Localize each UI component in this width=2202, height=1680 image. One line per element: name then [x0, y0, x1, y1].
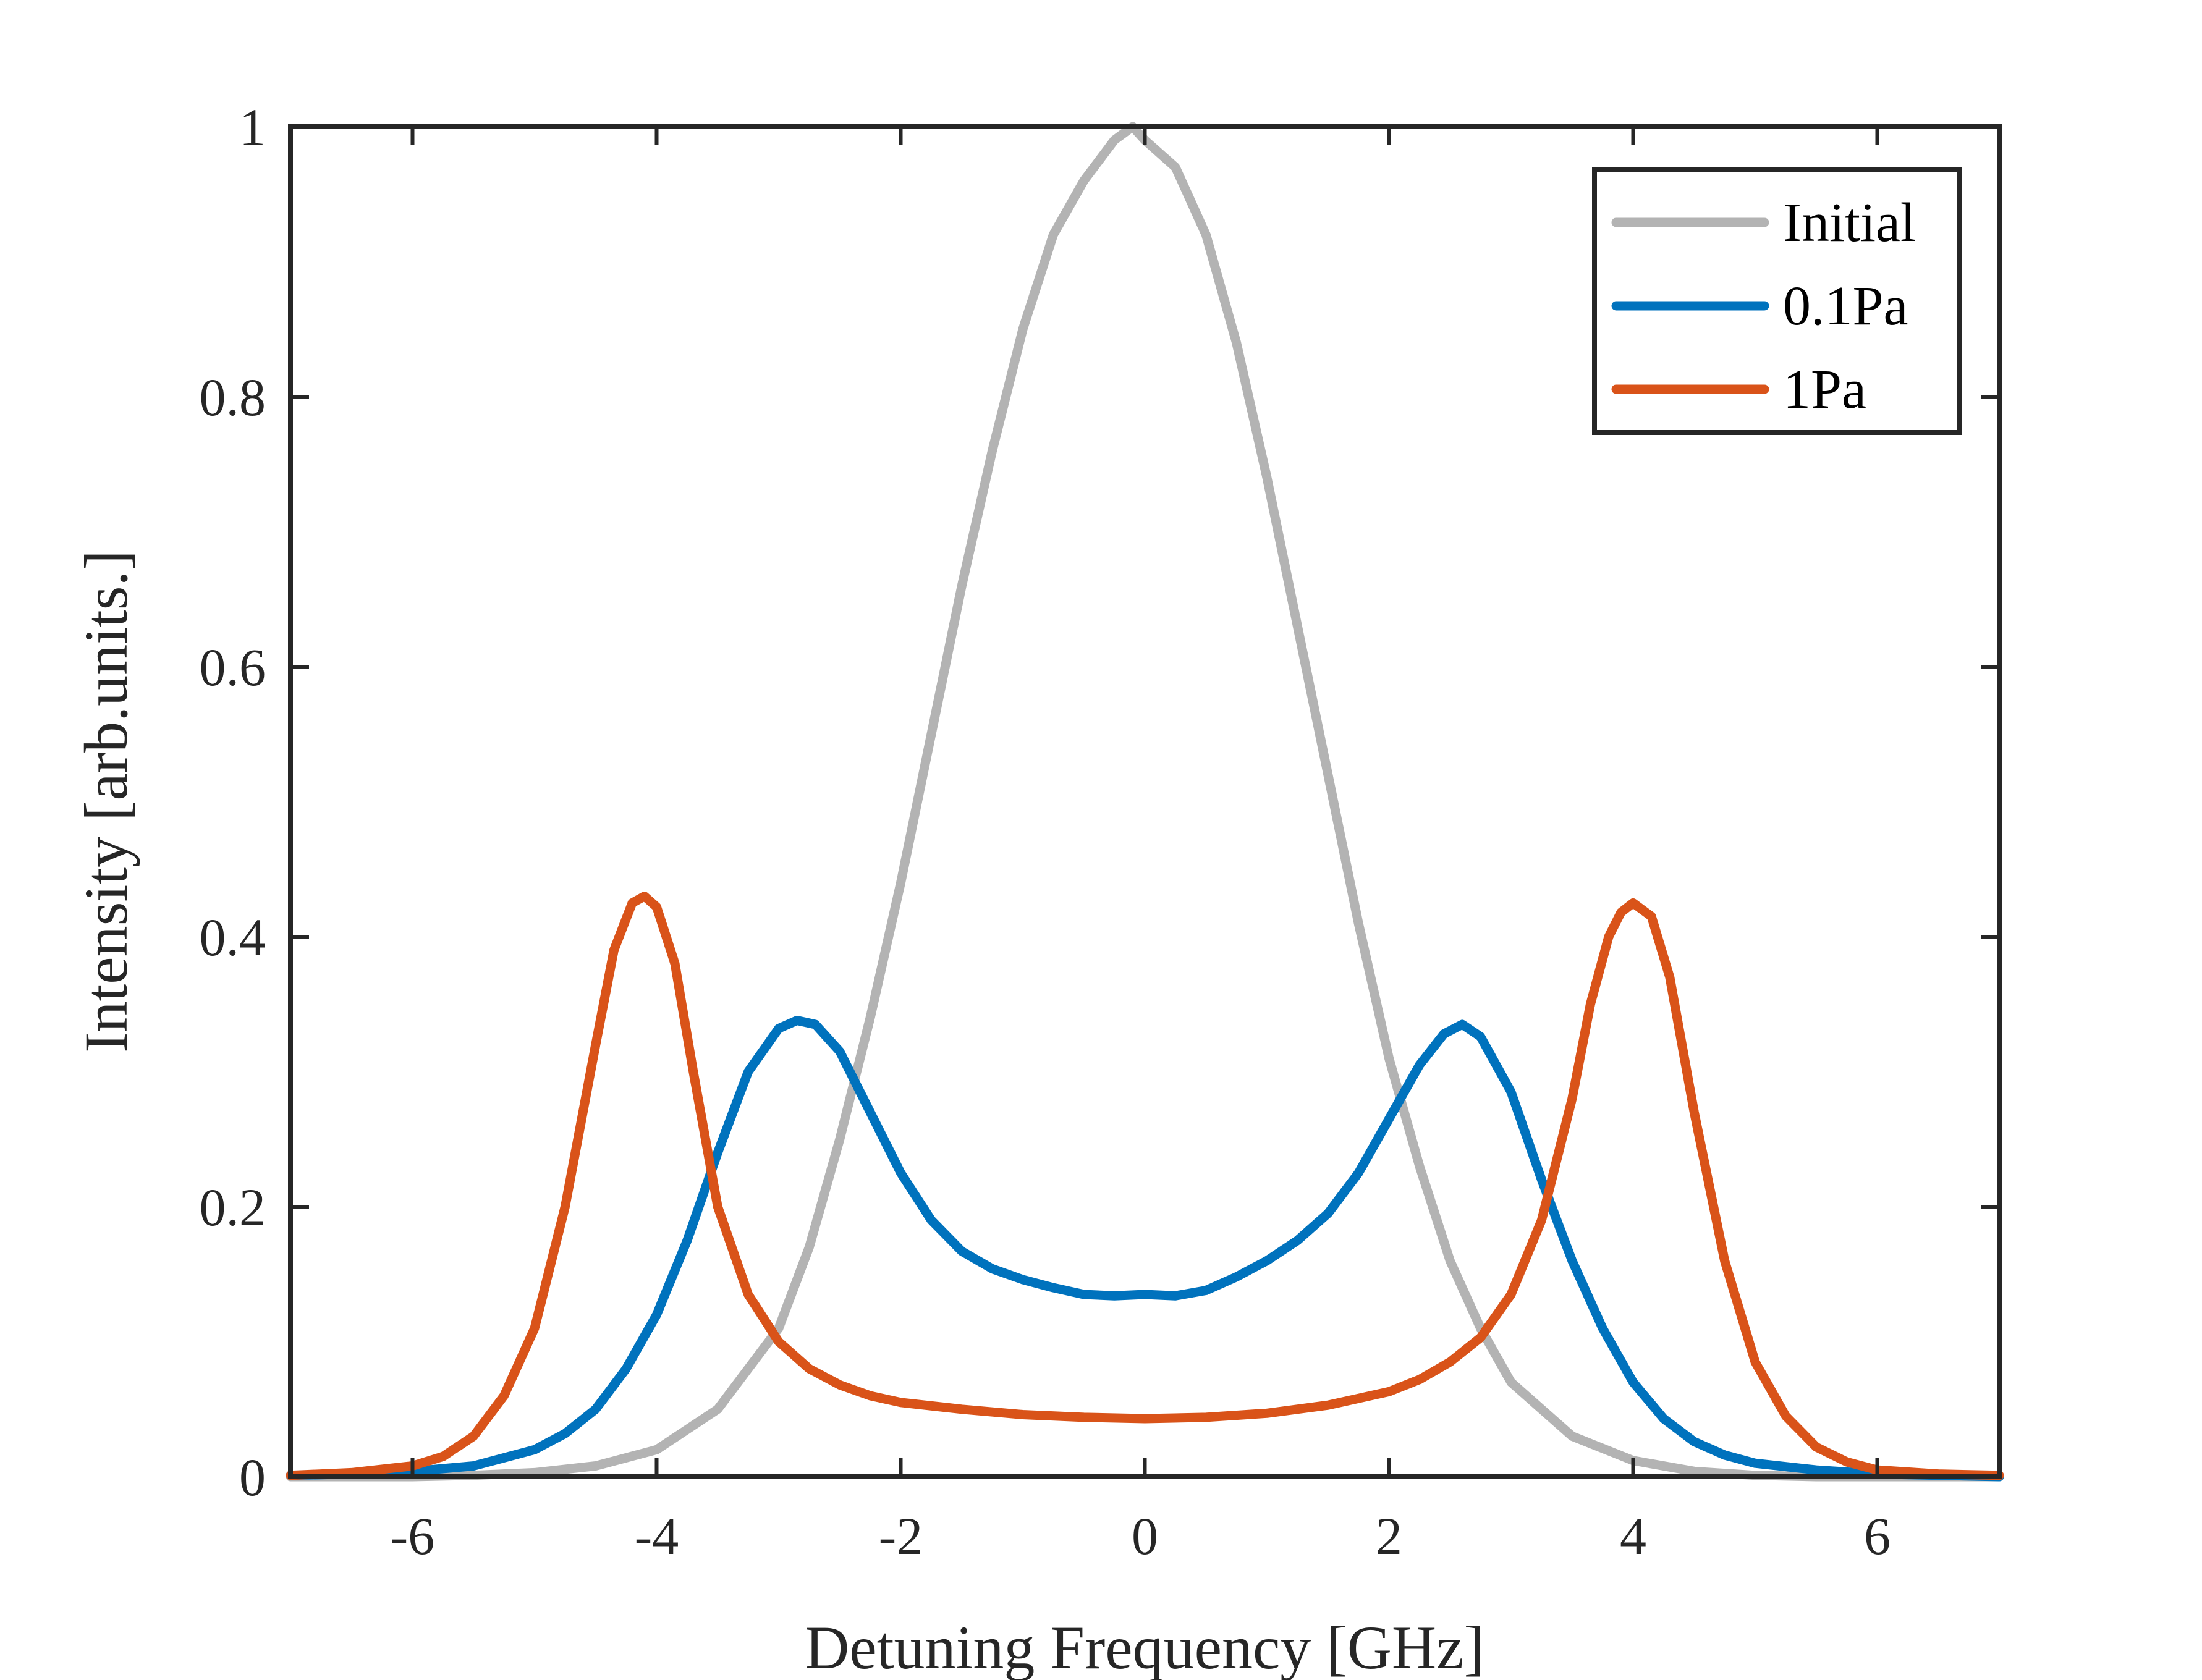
x-tick-label: -2 — [879, 1506, 923, 1566]
series-line-0-1pa — [286, 1016, 2004, 1482]
x-tick-label: 6 — [1864, 1506, 1891, 1566]
y-axis-title: Intensity [arb.units.] — [72, 550, 140, 1053]
legend-items: Initial 0.1Pa 1Pa — [1611, 192, 1916, 420]
y-tick-label: 0.6 — [200, 638, 266, 697]
x-tick-label: 2 — [1376, 1506, 1402, 1566]
series-layer — [286, 122, 2004, 1482]
legend-label-0-1pa: 0.1Pa — [1783, 276, 1908, 337]
tick-layer: -6 -4 -2 0 2 4 6 0 0.2 0.4 0.6 0.8 1 — [200, 98, 1999, 1566]
legend-label-initial: Initial — [1783, 192, 1916, 253]
y-tick-label: 0.8 — [200, 368, 266, 427]
y-tick-label: 0.4 — [200, 908, 266, 967]
x-tick-label: -4 — [635, 1506, 679, 1566]
x-tick-label: -6 — [391, 1506, 435, 1566]
x-tick-label: 0 — [1132, 1506, 1158, 1566]
series-line-initial — [286, 122, 2004, 1482]
legend: Initial 0.1Pa 1Pa — [1592, 167, 1962, 435]
y-tick-label: 1 — [239, 98, 266, 157]
legend-label-1pa: 1Pa — [1783, 359, 1866, 420]
y-tick-label: 0 — [239, 1448, 266, 1507]
series-line-1pa — [286, 892, 2004, 1480]
x-axis-title: Detuning Frequency [GHz] — [805, 1613, 1484, 1680]
y-tick-label: 0.2 — [200, 1178, 266, 1237]
x-tick-label: 4 — [1620, 1506, 1646, 1566]
